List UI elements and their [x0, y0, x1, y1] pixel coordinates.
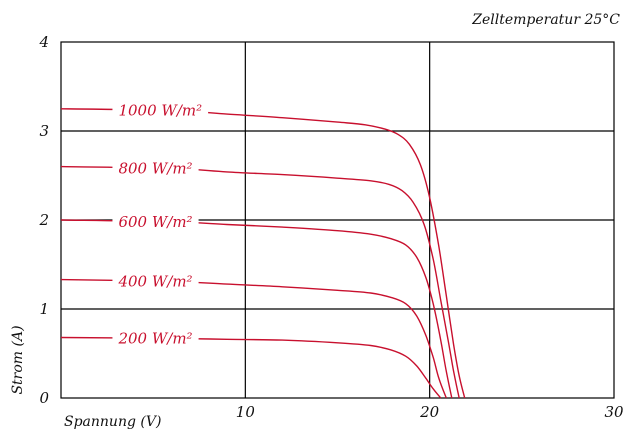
series-label-background: [112, 271, 199, 292]
series-label: 800 W/m²: [118, 159, 192, 177]
series-lines: [60, 108, 466, 399]
series-label-background: [112, 158, 199, 179]
cell-temperature-note: Zelltemperatur 25°C: [471, 12, 620, 28]
series-label-background: [112, 211, 199, 232]
x-tick-label: 30: [604, 403, 624, 421]
y-tick-label: 3: [39, 122, 49, 140]
series-line: [60, 165, 460, 399]
x-tick-label: 20: [419, 403, 440, 421]
x-axis-label: Spannung (V): [64, 414, 161, 430]
series-label-background: [112, 328, 199, 349]
y-tick-label: 2: [38, 211, 49, 229]
series-line: [60, 278, 447, 399]
x-tick-label: 10: [236, 403, 256, 421]
series-labels: 1000 W/m² 800 W/m² 600 W/m² 400 W/m² 200 W/m…: [112, 100, 209, 349]
series-line: [60, 219, 453, 399]
series-label: 1000 W/m²: [118, 102, 202, 120]
series-label-background: [112, 100, 209, 121]
series-line: [60, 336, 442, 399]
series-label: 200 W/m²: [117, 329, 192, 347]
series-line: [60, 108, 466, 399]
y-tick-label: 1: [39, 300, 49, 318]
y-tick-label: 4: [38, 33, 49, 51]
series-label: 600 W/m²: [118, 213, 192, 231]
y-axis-label: Strom (A): [10, 325, 26, 394]
y-tick-label: 0: [39, 389, 49, 407]
series-label: 400 W/m²: [117, 272, 192, 290]
